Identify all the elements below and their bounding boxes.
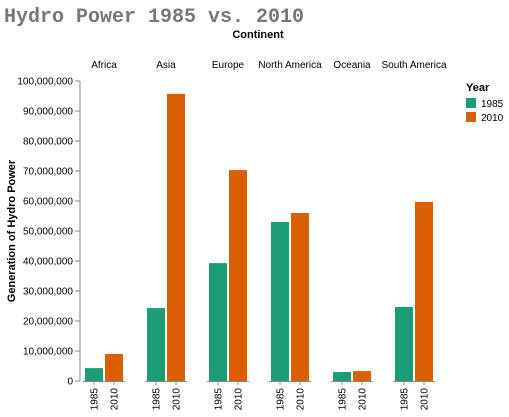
- column-label: Asia: [156, 60, 176, 71]
- column-title: Continent: [232, 29, 284, 41]
- x-tick-label: 2010: [296, 388, 307, 411]
- y-tick-label: 10,000,000: [23, 347, 73, 358]
- bar: [333, 372, 351, 381]
- column-label: South America: [381, 60, 446, 71]
- x-tick-label: 1985: [338, 388, 349, 411]
- y-tick-label: 100,000,000: [17, 77, 73, 88]
- x-tick-label: 2010: [110, 388, 121, 411]
- bar: [85, 368, 103, 381]
- bar: [353, 371, 371, 381]
- x-tick-label: 2010: [420, 388, 431, 411]
- y-tick-label: 70,000,000: [23, 167, 73, 178]
- legend-label: 2010: [481, 113, 504, 124]
- x-tick-label: 1985: [152, 388, 163, 411]
- x-tick-label: 1985: [214, 388, 225, 411]
- legend-swatch: [466, 98, 476, 108]
- bar: [167, 93, 185, 382]
- bar: [105, 354, 123, 381]
- column-label: North America: [258, 60, 322, 71]
- column-label: Europe: [212, 60, 245, 71]
- y-tick-label: 90,000,000: [23, 107, 73, 118]
- x-tick-label: 2010: [358, 388, 369, 411]
- y-tick-label: 50,000,000: [23, 227, 73, 238]
- y-tick-label: 0: [67, 377, 73, 388]
- bar: [209, 263, 227, 381]
- column-label: Africa: [91, 60, 117, 71]
- column-label: Oceania: [333, 60, 371, 71]
- y-axis-label: Generation of Hydro Power: [6, 159, 18, 302]
- bar: [291, 213, 309, 381]
- x-tick-label: 1985: [276, 388, 287, 411]
- y-tick-label: 30,000,000: [23, 287, 73, 298]
- x-tick-label: 2010: [234, 388, 245, 411]
- x-tick-label: 2010: [172, 388, 183, 411]
- bar: [395, 306, 413, 381]
- legend-label: 1985: [481, 99, 504, 110]
- y-tick-label: 40,000,000: [23, 257, 73, 268]
- bar: [229, 170, 247, 381]
- x-tick-label: 1985: [90, 388, 101, 411]
- legend-title: Year: [466, 82, 490, 94]
- x-tick-label: 1985: [400, 388, 411, 411]
- legend-swatch: [466, 112, 476, 122]
- bar: [147, 308, 165, 381]
- bar: [271, 222, 289, 381]
- y-tick-label: 80,000,000: [23, 137, 73, 148]
- y-tick-label: 60,000,000: [23, 197, 73, 208]
- y-tick-label: 20,000,000: [23, 317, 73, 328]
- bar: [415, 201, 433, 381]
- chart-title: Hydro Power 1985 vs. 2010: [4, 6, 304, 29]
